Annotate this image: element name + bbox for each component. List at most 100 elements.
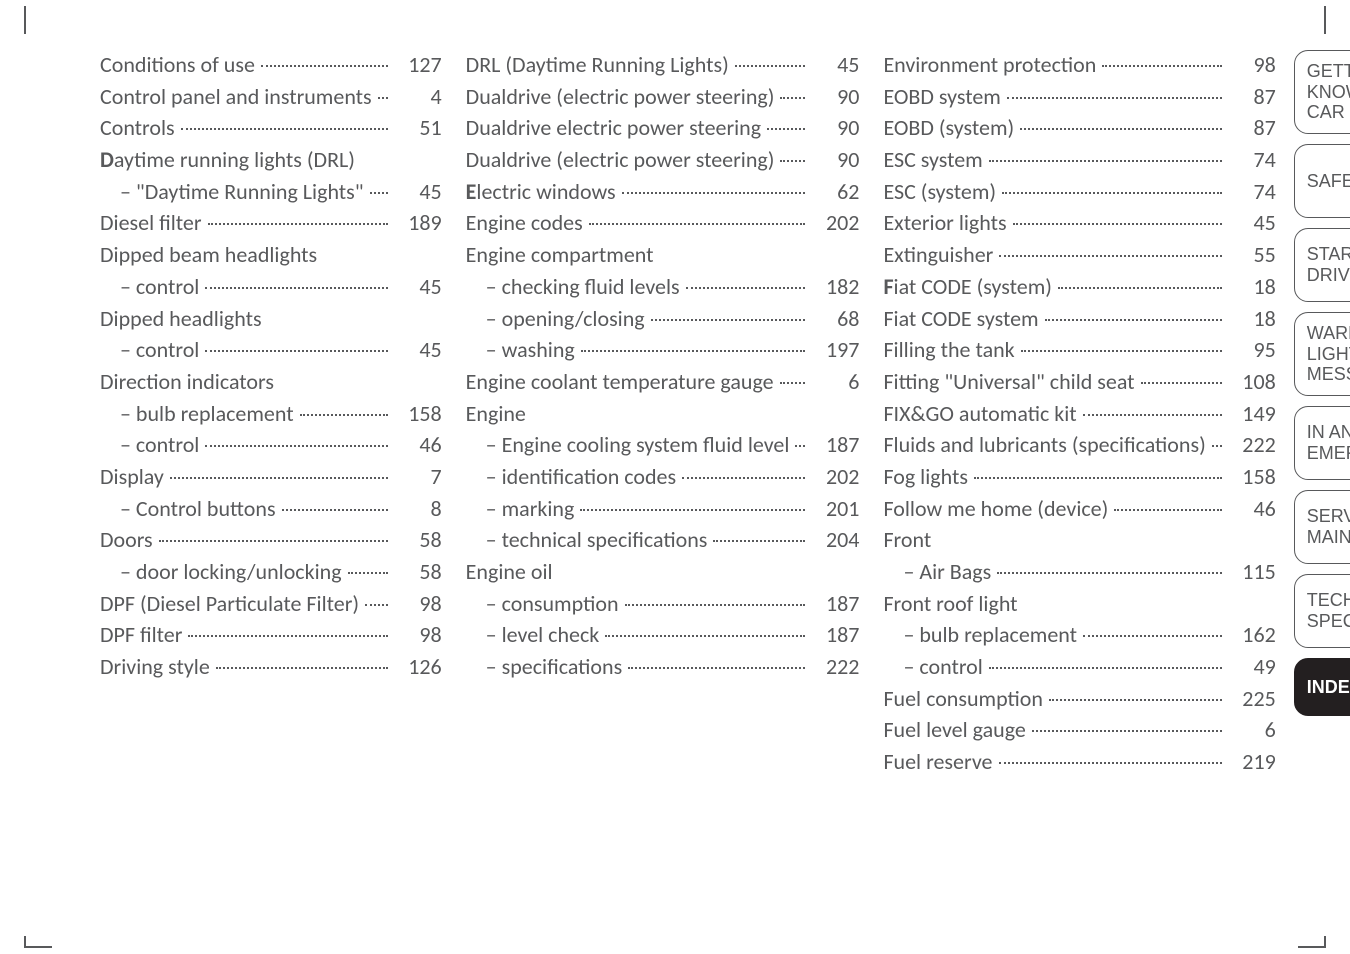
index-entry: Electric windows62 bbox=[466, 177, 860, 207]
crop-mark bbox=[1298, 920, 1326, 948]
dot-leader bbox=[1141, 382, 1222, 384]
index-entry-page: 197 bbox=[811, 335, 859, 365]
dot-leader bbox=[188, 635, 387, 637]
index-entry: Engine bbox=[466, 399, 860, 429]
index-entry-page: 182 bbox=[811, 272, 859, 302]
section-tab[interactable]: IN AN EMERGENCY bbox=[1294, 406, 1350, 480]
index-entry-page: 87 bbox=[1228, 82, 1276, 112]
index-entry: – bulb replacement158 bbox=[100, 399, 442, 429]
section-tab[interactable]: SERVICING AND MAINTENANCE bbox=[1294, 490, 1350, 564]
index-entry-label: Fiat CODE (system) bbox=[883, 272, 1052, 302]
index-entry-page: 49 bbox=[1228, 652, 1276, 682]
index-entry-label: Exterior lights bbox=[883, 208, 1006, 238]
index-entry-page: 149 bbox=[1228, 399, 1276, 429]
index-entry-label: Environment protection bbox=[883, 50, 1096, 80]
index-entry-page: 187 bbox=[811, 620, 859, 650]
index-entry: – identification codes202 bbox=[466, 462, 860, 492]
index-entry-label: ESC (system) bbox=[883, 177, 996, 207]
index-entry-label: DRL (Daytime Running Lights) bbox=[466, 50, 729, 80]
dot-leader bbox=[1032, 730, 1222, 732]
dot-leader bbox=[999, 762, 1222, 764]
index-entry-label: Conditions of use bbox=[100, 50, 255, 80]
index-entry-label: Dualdrive (electric power steering) bbox=[466, 145, 775, 175]
dot-leader bbox=[1083, 635, 1222, 637]
dot-leader bbox=[300, 414, 388, 416]
section-tab[interactable]: WARNING LIGHTS AND MESSAGES bbox=[1294, 312, 1350, 396]
index-entry: – control49 bbox=[883, 652, 1275, 682]
index-entry-label: Driving style bbox=[100, 652, 210, 682]
index-entry: – opening/closing68 bbox=[466, 304, 860, 334]
dot-leader bbox=[605, 635, 805, 637]
index-entry: Filling the tank95 bbox=[883, 335, 1275, 365]
index-entry-label: – marking bbox=[486, 494, 575, 524]
index-entry-page: 55 bbox=[1228, 240, 1276, 270]
index-entry: – Control buttons8 bbox=[100, 494, 442, 524]
dot-leader bbox=[999, 255, 1221, 257]
index-entry-label: Display bbox=[100, 462, 164, 492]
dot-leader bbox=[205, 350, 387, 352]
index-entry-label: – washing bbox=[486, 335, 575, 365]
index-entry-page: 8 bbox=[394, 494, 442, 524]
dot-leader bbox=[1102, 65, 1221, 67]
index-entry-label: Fluids and lubricants (specifications) bbox=[883, 430, 1205, 460]
index-entry-page: 46 bbox=[1228, 494, 1276, 524]
index-entry-label: – level check bbox=[486, 620, 600, 650]
index-entry-label: – bulb replacement bbox=[903, 620, 1077, 650]
section-tab[interactable]: STARTING AND DRIVING bbox=[1294, 228, 1350, 302]
index-entry-page: 18 bbox=[1228, 272, 1276, 302]
page-number: 273 bbox=[1294, 730, 1350, 765]
index-entry-label: Engine compartment bbox=[466, 240, 654, 270]
index-column-2: DRL (Daytime Running Lights)45Dualdrive … bbox=[466, 50, 860, 904]
index-entry-label: – technical specifications bbox=[486, 525, 708, 555]
index-entry-page: 51 bbox=[394, 113, 442, 143]
section-tab[interactable]: TECHNICAL SPECIFICATIONS bbox=[1294, 574, 1350, 648]
index-entry-label: Fuel level gauge bbox=[883, 715, 1025, 745]
dot-leader bbox=[780, 160, 805, 162]
index-entry-label: – opening/closing bbox=[486, 304, 645, 334]
dot-leader bbox=[205, 445, 387, 447]
index-entry-page: 126 bbox=[394, 652, 442, 682]
index-entry-label: FIX&GO automatic kit bbox=[883, 399, 1076, 429]
dot-leader bbox=[365, 604, 388, 606]
dot-leader bbox=[370, 192, 388, 194]
index-entry: Follow me home (device)46 bbox=[883, 494, 1275, 524]
index-entry: Fiat CODE system18 bbox=[883, 304, 1275, 334]
index-entry-label: – Air Bags bbox=[903, 557, 991, 587]
dot-leader bbox=[181, 128, 388, 130]
index-entry-label: – bulb replacement bbox=[120, 399, 294, 429]
index-entry: – Engine cooling system fluid level187 bbox=[466, 430, 860, 460]
index-entry: DPF filter98 bbox=[100, 620, 442, 650]
index-entry-page: 115 bbox=[1228, 557, 1276, 587]
index-entry: Fiat CODE (system) 18 bbox=[883, 272, 1275, 302]
index-entry: – control46 bbox=[100, 430, 442, 460]
index-entry: Fuel reserve219 bbox=[883, 747, 1275, 777]
index-entry-page: 187 bbox=[811, 589, 859, 619]
index-entry-label: Engine codes bbox=[466, 208, 583, 238]
index-entry: Environment protection98 bbox=[883, 50, 1275, 80]
dot-leader bbox=[767, 128, 805, 130]
index-entry: – marking201 bbox=[466, 494, 860, 524]
dot-leader bbox=[795, 445, 805, 447]
index-entry-page: 158 bbox=[1228, 462, 1276, 492]
section-tab[interactable]: INDEX bbox=[1294, 658, 1350, 716]
index-entry-label: Fiat CODE system bbox=[883, 304, 1038, 334]
index-entry: Engine coolant temperature gauge6 bbox=[466, 367, 860, 397]
index-entry: – level check 187 bbox=[466, 620, 860, 650]
index-entry: – consumption187 bbox=[466, 589, 860, 619]
index-entry: – washing 197 bbox=[466, 335, 860, 365]
index-entry: EOBD (system)87 bbox=[883, 113, 1275, 143]
dot-leader bbox=[989, 667, 1222, 669]
index-column-3: Environment protection98EOBD system87EOB… bbox=[883, 50, 1275, 904]
section-tab[interactable]: GETTING TO KNOW YOUR CAR bbox=[1294, 50, 1350, 134]
index-entry-label: Doors bbox=[100, 525, 153, 555]
index-entry: Daytime running lights (DRL) bbox=[100, 145, 442, 175]
dot-leader bbox=[625, 604, 806, 606]
dot-leader bbox=[159, 540, 388, 542]
index-entry-page: 225 bbox=[1228, 684, 1276, 714]
dot-leader bbox=[205, 287, 387, 289]
page-content: Conditions of use127Control panel and in… bbox=[100, 50, 1280, 904]
dot-leader bbox=[686, 287, 806, 289]
section-tab[interactable]: SAFETY bbox=[1294, 144, 1350, 218]
section-tabs: GETTING TO KNOW YOUR CAR SAFETY STARTING A… bbox=[1294, 50, 1350, 904]
index-entry: Diesel filter189 bbox=[100, 208, 442, 238]
